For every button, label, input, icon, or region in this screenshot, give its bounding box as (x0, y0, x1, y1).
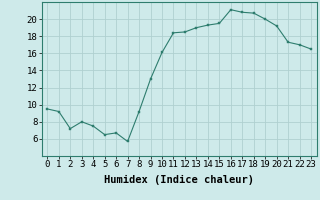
X-axis label: Humidex (Indice chaleur): Humidex (Indice chaleur) (104, 175, 254, 185)
